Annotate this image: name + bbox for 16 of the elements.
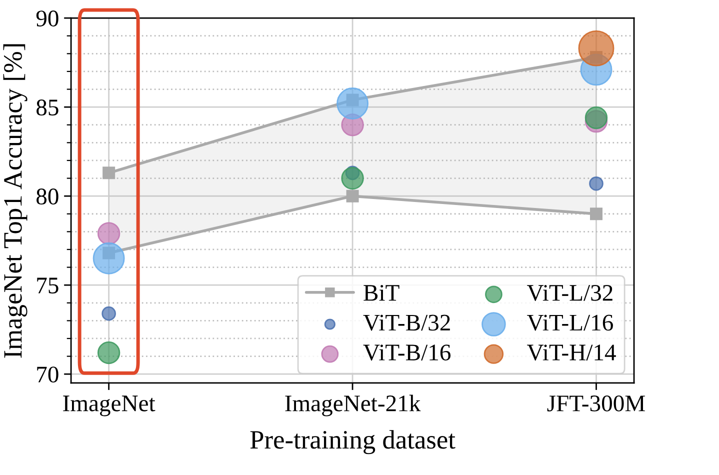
y-tick-label: 70 <box>37 366 58 383</box>
x-tick-label: ImageNet <box>63 396 156 416</box>
legend-label: ViT-L/32 <box>527 284 612 301</box>
y-tick-label: 80 <box>36 188 58 204</box>
legend-label: ViT-H/14 <box>527 344 616 361</box>
legend-label: ViT-B/32 <box>363 314 450 331</box>
y-tick-label: 75 <box>37 278 58 294</box>
x-axis-title: Pre-training dataset <box>250 430 456 454</box>
y-axis-title: ImageNet Top1 Accuracy [%] <box>3 44 28 358</box>
legend-label: ViT-B/16 <box>363 344 450 361</box>
x-tick-label: ImageNet-21k <box>285 394 421 416</box>
legend-label: ViT-L/16 <box>527 314 613 331</box>
y-tick-label: 85 <box>36 100 58 116</box>
x-tick-label: JFT-300M <box>547 395 645 412</box>
y-tick-label: 90 <box>36 10 58 26</box>
legend-label: BiT <box>364 284 400 301</box>
